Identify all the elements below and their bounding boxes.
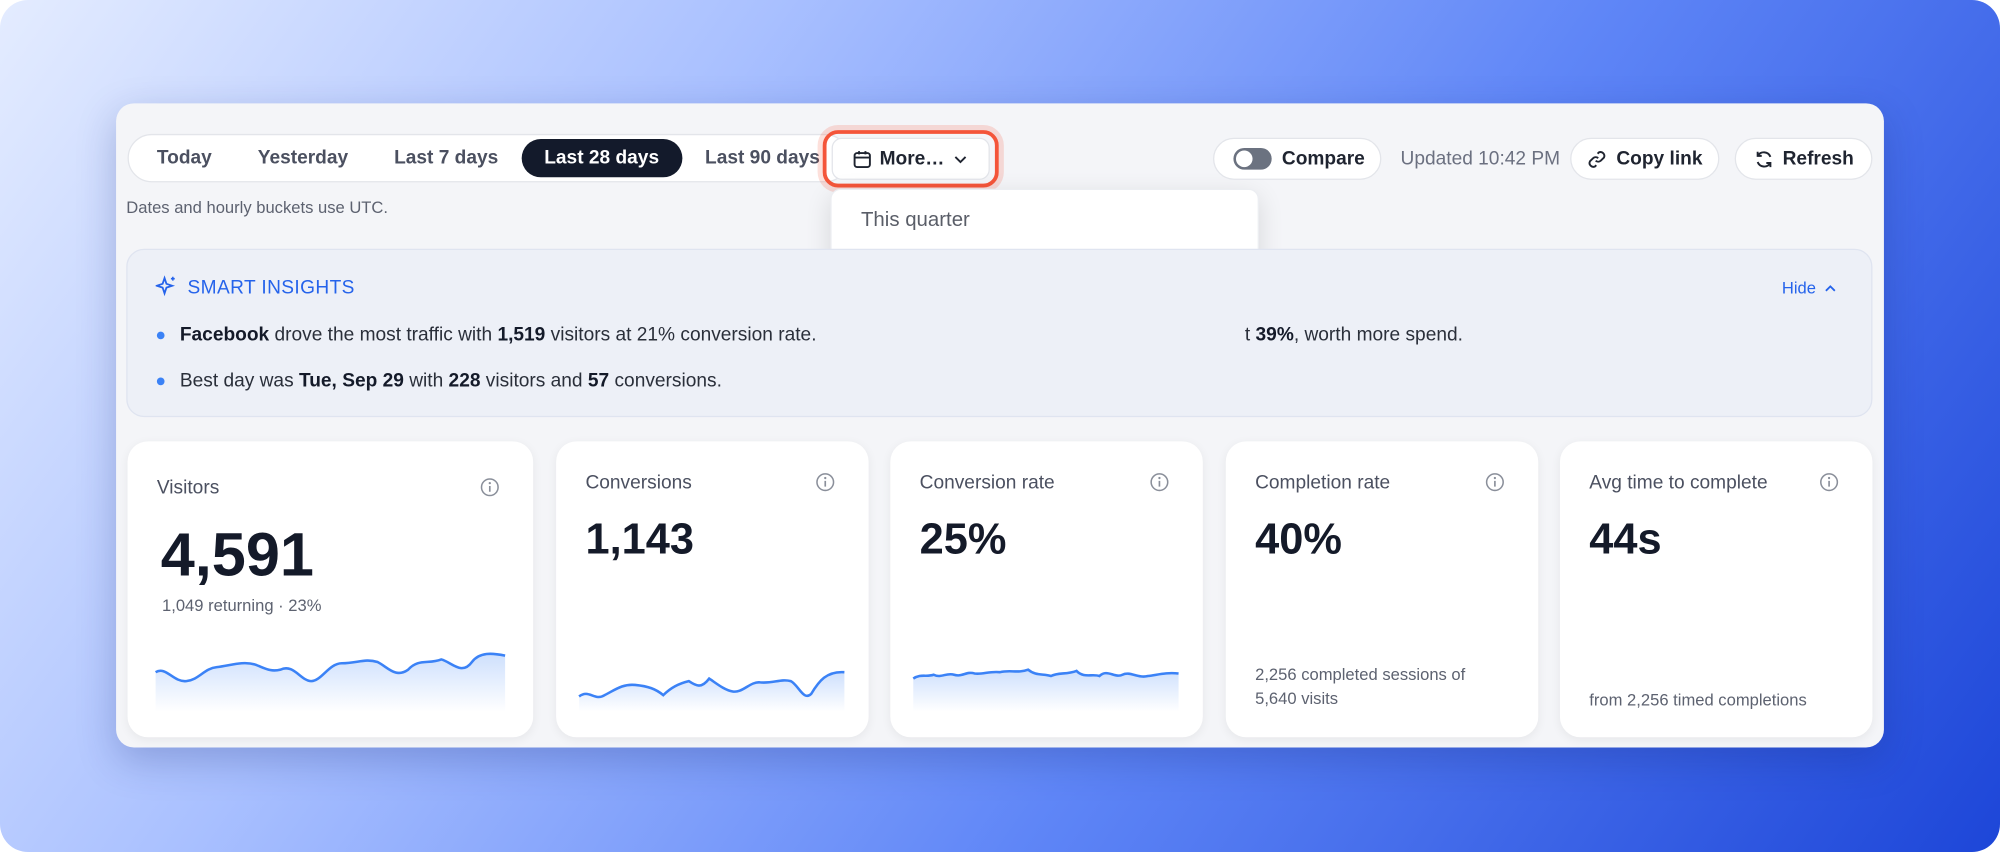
card-subtext: 2,256 completed sessions of 5,640 visits [1255,664,1466,708]
info-icon [1485,472,1505,499]
insight-text: 228 [448,369,481,392]
insight-text: drove the most traffic with [269,323,498,346]
calendar-icon [853,150,871,168]
menu-item[interactable]: This quarter [860,209,970,231]
highlight-ring [822,130,999,188]
kpi-card: Conversion rate 25% [890,441,1203,738]
kpi-card: Avg time to complete 44s from 2,256 timed … [1559,441,1873,738]
updated-time: Updated 10:42 PM [1400,147,1561,170]
refresh-label: Refresh [1782,147,1854,170]
sparkline [154,652,506,712]
kpi-card: Visitors 4,591 1,049 returning · 23% [127,441,534,738]
insight-text: Tue, Sep 29 [298,369,404,392]
hide-button[interactable]: Hide [1782,278,1837,297]
more-button[interactable]: More… [831,137,990,180]
range-button[interactable]: Last 28 days [521,139,683,178]
kpi-card: Completion rate 40% 2,256 completed sessio… [1225,441,1539,738]
insight-text: t [1244,323,1256,346]
insight-text: visitors and [480,369,588,392]
card-subtext: 1,049 returning · 23% [161,595,322,615]
insight-line: Best day was Tue, Sep 29 with 228 visito… [180,370,722,392]
sparkline [578,670,845,712]
range-button[interactable]: Yesterday [257,146,349,169]
info-icon [480,477,500,504]
insight-line-tail: t 39%, worth more spend. [1245,324,1463,346]
range-button[interactable]: Last 90 days [705,146,820,169]
card-label: Avg time to complete [1589,471,1768,494]
insight-text: conversions. [609,369,722,392]
chevron [955,155,967,163]
info-icon [815,472,835,499]
sparkline [912,668,1179,712]
card-label: Conversions [585,471,692,494]
compare-label: Compare [1281,147,1365,170]
insight-line: Facebook drove the most traffic with 1,5… [180,324,817,346]
copy-link-button[interactable]: Copy link [1570,137,1720,180]
link-icon [1588,150,1606,168]
copy-link-label: Copy link [1616,147,1703,170]
insight-text: 39% [1255,323,1294,346]
card-value: 1,143 [585,515,694,564]
info-icon [1819,472,1839,499]
hide-label: Hide [1781,278,1817,298]
toggle-switch [1233,147,1272,170]
timezone-note: Dates and hourly buckets use UTC. [126,197,389,217]
card-label: Completion rate [1255,471,1391,494]
insight-text: Facebook [179,323,270,346]
insight-text: visitors at 21% conversion rate. [545,323,817,346]
insights-title: SMART INSIGHTS [187,276,355,299]
info-icon [1149,472,1169,499]
card-label: Conversion rate [919,471,1055,494]
bullet [156,331,165,340]
kpi-card: Conversions 1,143 [556,441,869,738]
card-value: 44s [1589,515,1662,564]
range-button[interactable]: Today [156,146,212,169]
bullet [156,377,165,386]
refresh-button[interactable]: Refresh [1734,137,1873,180]
card-label: Visitors [156,477,220,499]
insight-text: with [403,369,449,392]
insight-text: 57 [587,369,610,392]
more-label: More… [879,147,945,170]
insight-text: , worth more spend. [1293,323,1463,346]
insight-text: 1,519 [497,323,546,346]
sparkle-icon [155,275,176,297]
card-value: 4,591 [160,521,314,590]
card-value: 25% [919,515,1007,564]
card-subtext: from 2,256 timed completions [1589,690,1807,710]
insights-box: SMART INSIGHTS Hide Facebook drove the m… [126,248,1873,418]
compare-toggle[interactable]: Compare [1213,137,1382,180]
range-button[interactable]: Last 7 days [394,146,499,169]
card-value: 40% [1255,515,1342,564]
range-selector: Today Yesterday Last 7 days Last 28 days Las… [127,133,850,183]
chevron-up [1824,284,1836,291]
insight-text: Best day was [179,369,299,392]
refresh-icon [1756,150,1771,167]
